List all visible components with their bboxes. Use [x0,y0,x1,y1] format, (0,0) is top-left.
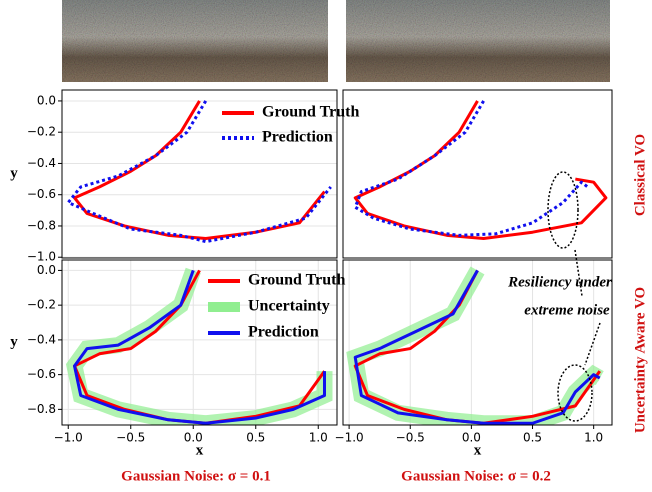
trajectory [73,100,326,240]
x-tick-label: −1.0 [335,431,364,445]
caption: Gaussian Noise: σ = 0.1 [121,468,271,484]
trajectory [66,100,332,244]
legend-label: Ground Truth [262,104,359,121]
y-tick-label: −0.2 [27,298,56,312]
x-tick-label: 0.5 [246,431,265,445]
x-tick-label: 0.5 [523,431,542,445]
highlight [547,171,579,249]
plot: 0.0 −0.2 −0.4 −0.6 −0.8 −1.0 −0.5 0.0 0.5 1.0 y x Gr… [10,259,345,458]
plot: 0.0 −0.2 −0.4 −0.6 −0.8 −1.0 y Ground Truth Pred… [10,89,359,264]
y-axis-label: y [10,165,18,181]
legend-label: Prediction [248,324,319,341]
trajectory [353,100,608,240]
noisy-image [346,0,610,82]
noisy-image [62,0,328,82]
x-axis-label: x [196,442,204,458]
y-tick-label: −0.6 [27,187,56,201]
trajectory [353,269,601,425]
x-tick-label: −0.5 [396,431,425,445]
x-tick-label: −0.5 [116,431,145,445]
plot: −1.0 −0.5 0.0 0.5 1.0 x [335,259,613,458]
y-tick-label: −0.8 [27,402,56,416]
axes-frame [61,259,338,426]
highlight [557,364,593,422]
y-tick-label: −0.6 [27,367,56,381]
y-axis-label: y [10,334,18,350]
x-axis-label: x [474,442,482,458]
legend-label: Prediction [262,129,333,146]
trajectory [73,269,326,425]
y-tick-label: 0.0 [37,93,56,107]
y-tick-label: −0.2 [27,125,56,139]
series-group [66,100,332,244]
charts: 0.0 −0.2 −0.4 −0.6 −0.8 −1.0 y Ground Truth Pred… [10,89,613,458]
y-tick-label: −0.4 [27,332,56,346]
trajectory [353,269,601,425]
axes-frame [342,259,613,426]
annotation: Resiliency under [507,274,612,290]
arrow [584,322,601,366]
series-group [346,266,604,425]
x-tick-label: 1.0 [309,431,328,445]
row-label: Uncertainty Aware VO [632,287,648,433]
series-group [353,100,608,240]
series-group [65,267,333,425]
annotation: extreme noise [524,302,610,318]
row-label: Classical VO [632,134,648,216]
x-tick-label: 0.0 [184,431,203,445]
uncertainty-band [346,266,604,425]
x-tick-label: 1.0 [584,431,603,445]
legend-label: Ground Truth [248,272,345,289]
x-tick-label: 0.0 [462,431,481,445]
y-tick-label: −1.0 [27,250,56,264]
y-tick-label: 0.0 [37,263,56,277]
trajectory [353,100,589,237]
legend-label: Uncertainty [248,298,330,315]
axes-frame [342,89,613,259]
y-tick-label: −0.4 [27,156,56,170]
plot [342,89,613,259]
x-tick-label: −1.0 [54,431,83,445]
y-tick-label: −0.8 [27,218,56,232]
trajectory [73,269,326,425]
caption: Gaussian Noise: σ = 0.2 [401,468,551,484]
axes-frame [61,89,338,259]
